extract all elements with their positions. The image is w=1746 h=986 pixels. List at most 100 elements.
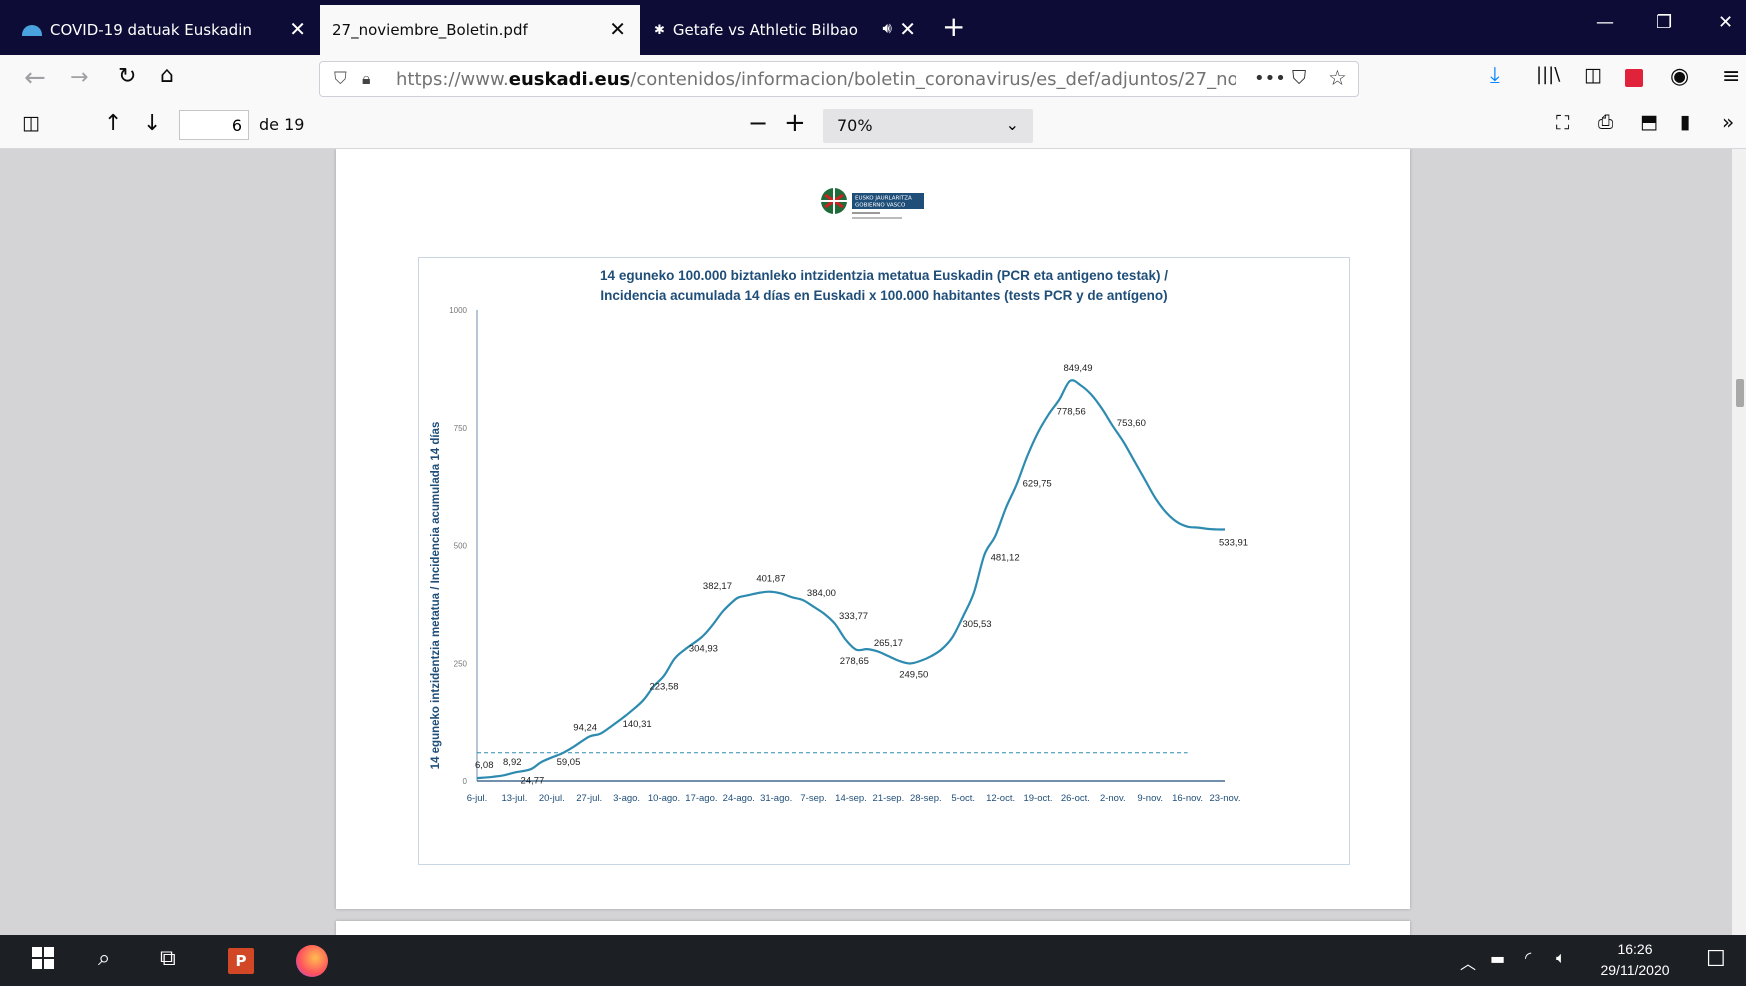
data-label: 778,56 xyxy=(1057,406,1086,417)
powerpoint-icon[interactable]: P xyxy=(228,948,254,974)
data-label: 382,17 xyxy=(703,581,732,592)
close-tab-icon[interactable]: ✕ xyxy=(609,17,626,41)
notifications-icon[interactable]: ☐ xyxy=(1706,947,1726,972)
tab-getafe-athletic[interactable]: ✱ Getafe vs Athletic Bilbao - I 🔊︎ ✕ xyxy=(640,5,930,55)
data-label: 629,75 xyxy=(1023,478,1052,489)
save-icon[interactable]: ⬒ xyxy=(1640,111,1658,133)
wifi-icon[interactable]: ◜ xyxy=(1525,948,1532,967)
more-tools-icon[interactable]: » xyxy=(1722,110,1735,134)
url-bar[interactable]: ⛉ 🔒︎ https://www.euskadi.eus/contenidos/… xyxy=(319,61,1359,97)
page-number-input[interactable] xyxy=(179,110,249,140)
x-tick-label: 26-oct. xyxy=(1061,793,1090,804)
presentation-mode-icon[interactable]: ⛶ xyxy=(1556,112,1570,134)
sidebar-icon[interactable]: ◫ xyxy=(1584,64,1602,86)
minimize-icon[interactable]: — xyxy=(1596,12,1614,33)
new-tab-button[interactable]: + xyxy=(942,10,966,43)
pdf-page: EUSKO JAURLARITZA GOBIERNO VASCO 14 egun… xyxy=(336,149,1410,909)
data-label: 278,65 xyxy=(840,656,869,667)
bookmark-star-icon[interactable]: ☆ xyxy=(1328,66,1347,90)
pdf-extension-icon[interactable] xyxy=(1625,69,1643,87)
speaker-icon[interactable]: 🔊︎ xyxy=(882,19,892,37)
shield-icon[interactable]: ⛉ xyxy=(334,69,347,89)
tab-boletin-pdf[interactable]: 27_noviembre_Boletin.pdf ✕ xyxy=(320,5,640,55)
data-label: 249,50 xyxy=(899,669,928,680)
zoom-out-icon[interactable]: − xyxy=(748,109,769,137)
x-tick-label: 31-ago. xyxy=(760,793,792,804)
print-icon[interactable]: ⎙ xyxy=(1598,111,1614,133)
gobierno-vasco-logo: EUSKO JAURLARITZA GOBIERNO VASCO xyxy=(820,185,950,225)
close-tab-icon[interactable]: ✕ xyxy=(289,17,306,41)
chevron-down-icon: ⌄ xyxy=(1005,115,1019,134)
x-tick-label: 16-nov. xyxy=(1172,793,1203,804)
menu-icon[interactable]: ≡ xyxy=(1722,64,1741,89)
windows-start-icon[interactable] xyxy=(32,947,54,975)
firefox-window: COVID-19 datuak Euskadin ✕ 27_noviembre_… xyxy=(0,0,1746,935)
x-tick-label: 23-nov. xyxy=(1210,793,1241,804)
windows-taskbar: ⌕ ⧉ P ︿ ▬ ◜ 🔈︎ 16:26 29/11/2020 ☐ xyxy=(0,935,1746,986)
battery-icon[interactable]: ▬ xyxy=(1490,949,1506,968)
task-view-icon[interactable]: ⧉ xyxy=(160,946,176,971)
y-tick-label: 250 xyxy=(454,659,468,668)
x-tick-label: 5-oct. xyxy=(951,793,975,804)
volume-icon[interactable]: 🔈︎ xyxy=(1556,948,1566,967)
y-axis-label: 14 eguneko intzidentzia metatua / Incide… xyxy=(430,422,442,770)
firefox-icon[interactable] xyxy=(296,945,328,977)
data-label: 533,91 xyxy=(1219,538,1248,549)
search-icon[interactable]: ⌕ xyxy=(98,946,111,971)
bookmark-icon[interactable]: ▮ xyxy=(1680,111,1691,133)
pdf-page-next xyxy=(336,921,1410,935)
data-label: 481,12 xyxy=(991,552,1020,563)
x-tick-label: 27-jul. xyxy=(576,793,602,804)
account-icon[interactable]: ◉ xyxy=(1670,64,1690,89)
chevron-up-icon[interactable]: ︿ xyxy=(1460,954,1477,973)
data-label: 24,77 xyxy=(521,775,545,786)
chart-subtitle: Incidencia acumulada 14 días en Euskadi … xyxy=(600,288,1168,303)
page-actions-icon[interactable]: ••• xyxy=(1254,68,1286,89)
zoom-select[interactable]: 70% ⌄ xyxy=(823,109,1033,143)
y-tick-label: 500 xyxy=(454,542,468,551)
downloads-icon[interactable]: ⤓ xyxy=(1490,63,1500,88)
reload-icon[interactable]: ↻ xyxy=(118,64,137,89)
logo-line1: EUSKO JAURLARITZA xyxy=(855,196,912,202)
back-icon[interactable]: ← xyxy=(24,63,46,93)
x-tick-label: 3-ago. xyxy=(613,793,640,804)
chart-title: 14 eguneko 100.000 biztanleko intzidentz… xyxy=(600,268,1168,283)
data-label: 401,87 xyxy=(756,574,785,585)
pocket-icon[interactable]: ⛉ xyxy=(1292,67,1307,89)
x-tick-label: 17-ago. xyxy=(685,793,717,804)
forward-icon[interactable]: → xyxy=(70,65,89,90)
data-label: 6,08 xyxy=(475,760,494,771)
x-tick-label: 20-jul. xyxy=(539,793,565,804)
home-icon[interactable]: ⌂ xyxy=(160,63,174,88)
zoom-in-icon[interactable]: + xyxy=(784,108,806,138)
library-icon[interactable]: |||\ xyxy=(1536,64,1561,85)
url-text[interactable]: https://www.euskadi.eus/contenidos/infor… xyxy=(396,69,1236,90)
scrollbar[interactable] xyxy=(1732,149,1746,935)
tab-covid-datuak[interactable]: COVID-19 datuak Euskadin ✕ xyxy=(0,5,320,55)
restore-icon[interactable]: ❐ xyxy=(1656,12,1673,33)
x-tick-label: 6-jul. xyxy=(467,793,488,804)
tab-favicon-icon xyxy=(22,24,42,36)
lock-icon[interactable]: 🔒︎ xyxy=(362,69,371,88)
y-tick-label: 1000 xyxy=(449,306,467,315)
next-page-icon[interactable]: ↓ xyxy=(143,111,162,136)
close-tab-icon[interactable]: ✕ xyxy=(899,17,916,41)
data-label: 223,58 xyxy=(649,682,678,693)
toggle-sidebar-icon[interactable]: ◫ xyxy=(22,112,40,134)
previous-page-icon[interactable]: ↑ xyxy=(104,111,123,136)
pdf-viewer[interactable]: EUSKO JAURLARITZA GOBIERNO VASCO 14 egun… xyxy=(0,149,1746,935)
close-window-icon[interactable]: ✕ xyxy=(1718,12,1734,33)
x-tick-label: 24-ago. xyxy=(723,793,755,804)
logo-line2: GOBIERNO VASCO xyxy=(855,203,906,209)
page-count-label: de 19 xyxy=(259,115,305,134)
incidence-series-line xyxy=(476,379,1226,780)
clock-date[interactable]: 29/11/2020 xyxy=(1600,962,1670,978)
data-label: 59,05 xyxy=(557,757,581,768)
scroll-thumb[interactable] xyxy=(1736,379,1744,407)
gobierno-vasco-emblem: EUSKO JAURLARITZA GOBIERNO VASCO xyxy=(821,188,924,219)
navigation-toolbar: ← → ↻ ⌂ ⛉ 🔒︎ https://www.euskadi.eus/con… xyxy=(0,55,1746,103)
x-tick-label: 28-sep. xyxy=(910,793,942,804)
data-label: 333,77 xyxy=(839,611,868,622)
clock-time[interactable]: 16:26 xyxy=(1617,941,1653,957)
data-label: 8,92 xyxy=(503,757,522,768)
